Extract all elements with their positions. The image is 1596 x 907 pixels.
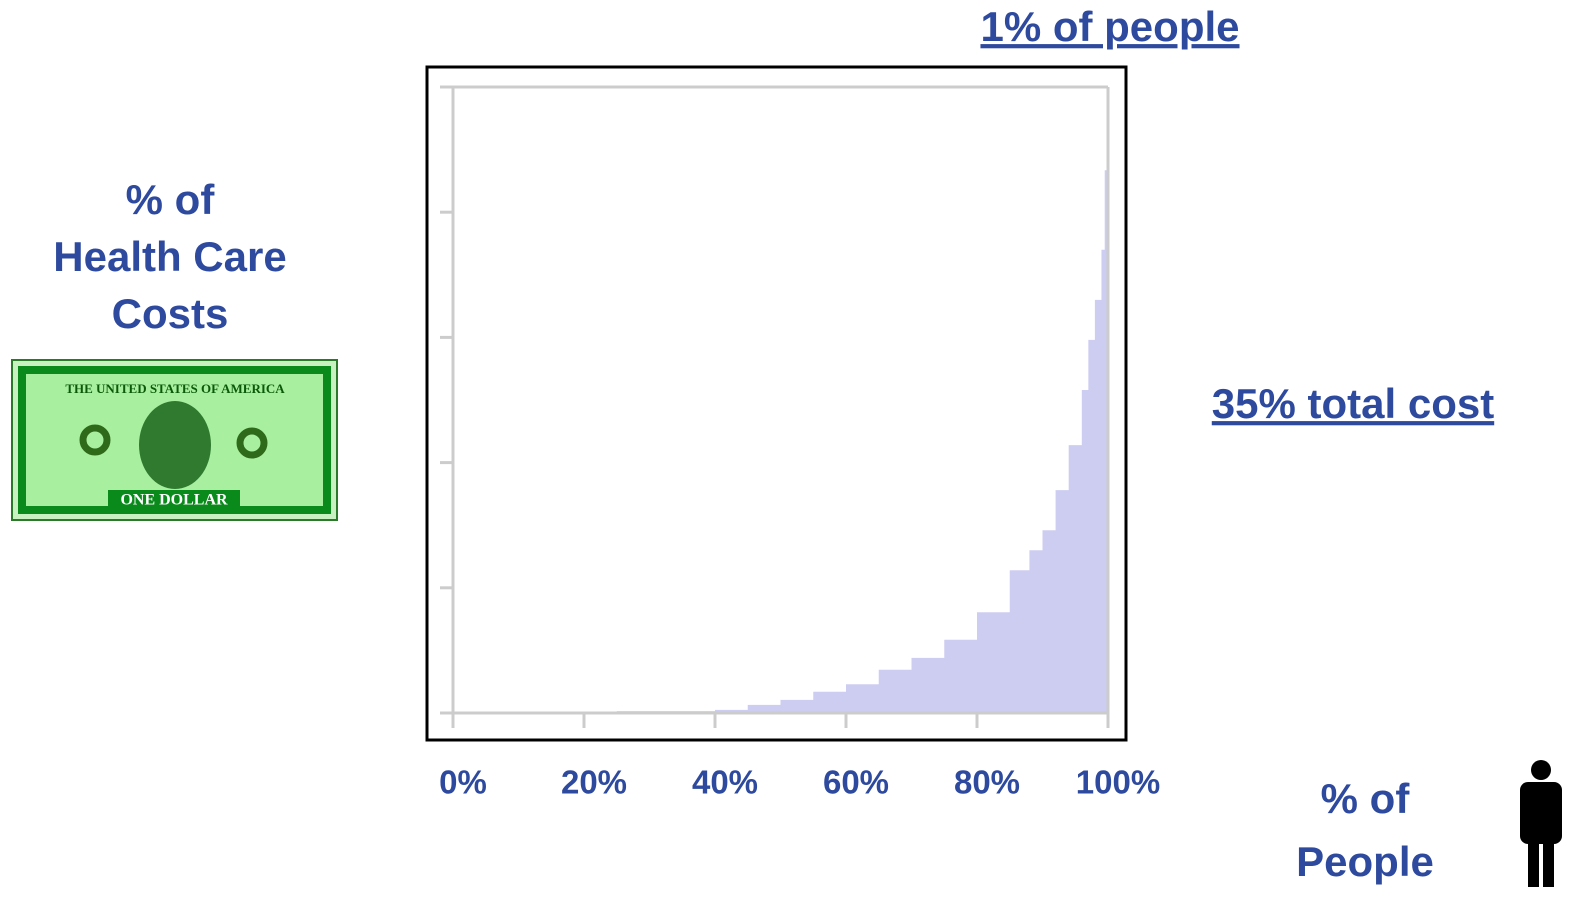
dollar-bill: THE UNITED STATES OF AMERICA ONE DOLLAR — [11, 359, 338, 521]
y-label: Health Care — [53, 233, 286, 280]
area — [453, 87, 1108, 713]
person-icon — [1520, 760, 1562, 887]
x-tick-label: 80% — [954, 764, 1020, 801]
x-tick-label: 40% — [692, 764, 758, 801]
x-label: % of — [1321, 775, 1411, 822]
annotation: 1% of people — [980, 3, 1239, 50]
plot — [453, 87, 1108, 713]
bill-text: THE UNITED STATES OF AMERICA — [65, 381, 285, 396]
x-tick-label: 20% — [561, 764, 627, 801]
seal — [236, 427, 268, 459]
annotation: 35% total cost — [1212, 380, 1494, 427]
bill-banner — [108, 490, 240, 510]
portrait — [139, 401, 211, 489]
seal — [79, 424, 111, 456]
y-label: Costs — [112, 290, 229, 337]
y-label: % of — [126, 176, 216, 223]
bill-text: ONE DOLLAR — [120, 492, 228, 509]
x-tick-label: 0% — [439, 764, 487, 801]
x-tick-label: 60% — [823, 764, 889, 801]
x-label: People — [1296, 838, 1434, 885]
x-tick-label: 100% — [1076, 764, 1160, 801]
plot-box — [425, 65, 1128, 742]
